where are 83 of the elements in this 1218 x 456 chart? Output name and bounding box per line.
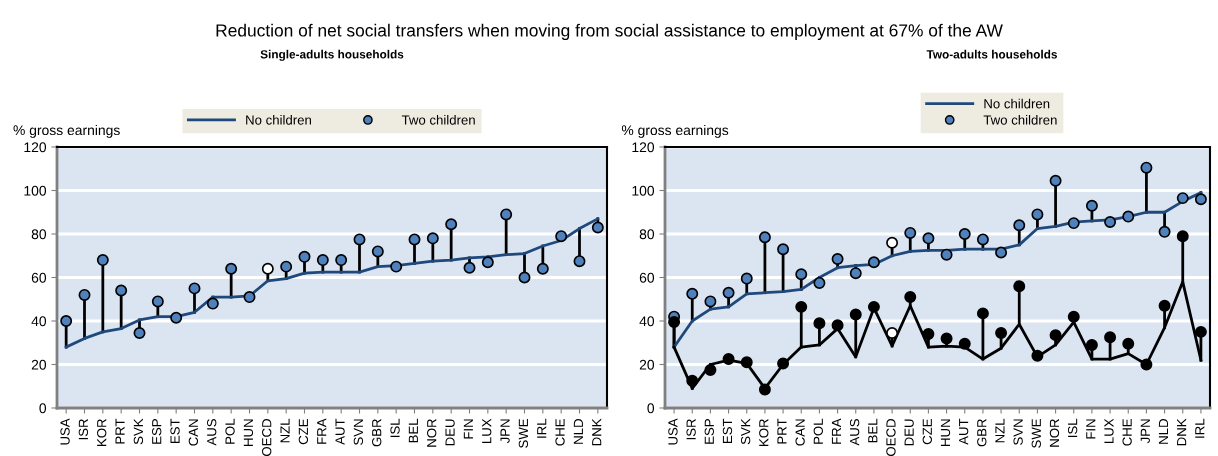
x-tick-label: LUX [482, 418, 492, 443]
y-tick-label: 0 [647, 403, 655, 414]
legend-label: Two children [401, 115, 475, 125]
y-tick-label: 20 [31, 359, 47, 370]
chart-subtitle: Two-adults households [926, 49, 1057, 59]
x-tick-label: NLD [573, 419, 583, 444]
x-tick-label: HUN [243, 419, 254, 446]
x-tick-label: DEU [904, 419, 914, 446]
chart-title: Reduction of net social transfers when moving from social assistance to employment at 67% of the AW [216, 23, 1003, 41]
x-tick-label: CHE [555, 418, 565, 446]
legend-label: Two children [983, 115, 1057, 125]
x-tick-label: AUS [849, 419, 860, 446]
y-tick-label: 100 [632, 185, 655, 196]
x-tick-label: NOR [427, 419, 437, 447]
x-tick-label: AUT [959, 418, 969, 445]
legend-label: No children [246, 115, 311, 125]
x-tick-label: PRT [777, 418, 787, 444]
x-tick-label: DNK [1177, 418, 1187, 446]
x-tick-label: USA [60, 418, 70, 445]
x-tick-label: NZL [280, 418, 290, 443]
x-tick-label: OECD [886, 419, 896, 456]
x-tick-label: HUN [940, 419, 951, 446]
x-tick-label: CAN [795, 419, 805, 446]
x-tick-label: FIN [463, 419, 473, 439]
y-tick-label: 40 [639, 316, 655, 327]
x-tick-label: EST [170, 418, 180, 443]
x-tick-label: ESP [704, 419, 714, 444]
x-tick-label: ISL [1067, 418, 1078, 437]
x-tick-label: USA [668, 418, 678, 445]
y-tick-label: 120 [24, 142, 47, 153]
x-tick-label: LUX [1104, 418, 1114, 443]
x-tick-label: NZL [995, 418, 1005, 443]
y-tick-label: 120 [632, 142, 655, 153]
y-tick-label: 20 [639, 359, 655, 370]
y-tick-label: 60 [639, 272, 655, 283]
y-tick-label: 60 [31, 272, 47, 283]
x-tick-label: DNK [592, 418, 602, 446]
x-tick-label: CHE [1122, 418, 1132, 446]
x-tick-label: DEU [445, 419, 455, 446]
y-tick-label: 40 [31, 316, 47, 327]
x-tick-label: SVN [353, 419, 364, 445]
x-tick-label: SWE [1031, 418, 1041, 448]
x-tick-label: SVK [740, 418, 751, 445]
x-tick-label: SVN [1013, 419, 1023, 445]
x-tick-label: SWE [518, 418, 529, 448]
x-tick-label: AUT [335, 418, 345, 445]
y-tick-label: 80 [639, 229, 655, 240]
chart-subtitle: Single-adults households [260, 49, 404, 61]
legend-label: No children [984, 98, 1050, 109]
x-tick-label: PRT [115, 418, 125, 444]
y-tick-label: 100 [24, 185, 47, 196]
x-tick-label: BEL [868, 418, 878, 443]
x-tick-label: POL [225, 418, 235, 444]
x-tick-label: ISR [78, 419, 89, 440]
x-tick-label: CAN [188, 419, 199, 446]
x-tick-label: NLD [1158, 419, 1168, 444]
y-tick-label: 80 [31, 229, 47, 240]
x-tick-label: GBR [372, 419, 382, 447]
x-tick-label: ISL [390, 418, 400, 437]
x-tick-label: FRA [317, 418, 327, 444]
y-axis-title: % gross earnings [621, 124, 729, 138]
x-tick-label: AUS [207, 419, 217, 446]
x-tick-label: CZE [298, 418, 309, 445]
x-tick-label: JPN [500, 419, 510, 444]
y-tick-label: 0 [39, 403, 47, 414]
x-tick-label: OECD [262, 419, 272, 456]
x-tick-label: EST [722, 418, 733, 443]
x-tick-label: ISR [686, 419, 696, 440]
x-tick-label: KOR [759, 419, 769, 446]
y-axis-title: % gross earnings [13, 124, 120, 138]
x-tick-label: NOR [1049, 419, 1060, 447]
x-tick-label: SVK [133, 418, 144, 445]
x-tick-label: IRL [537, 418, 547, 438]
x-tick-label: IRL [1195, 418, 1205, 438]
x-tick-label: BEL [408, 418, 418, 443]
x-tick-label: POL [813, 418, 823, 444]
x-tick-label: FRA [831, 418, 841, 444]
x-tick-label: CZE [922, 418, 932, 445]
x-tick-label: GBR [977, 419, 987, 447]
x-tick-label: KOR [97, 419, 107, 446]
x-tick-label: JPN [1140, 419, 1150, 444]
x-tick-label: FIN [1086, 419, 1096, 439]
x-tick-label: ESP [152, 419, 162, 444]
